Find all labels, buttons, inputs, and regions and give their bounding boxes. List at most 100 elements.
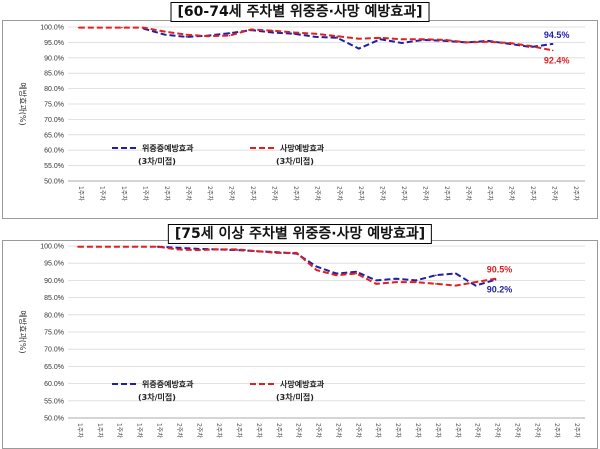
x-tick-label: 2주차 — [400, 186, 408, 201]
x-tick-label: 2주차 — [354, 423, 362, 438]
x-tick-label: 2주차 — [494, 423, 502, 438]
data-point — [551, 49, 554, 52]
x-tick-label: 2주차 — [533, 423, 541, 438]
y-tick-label: 80.0% — [44, 86, 64, 93]
data-point — [422, 38, 425, 41]
data-point — [375, 279, 378, 282]
data-point — [315, 265, 318, 268]
legend-sublabel: (3차/미접) — [138, 392, 176, 402]
data-point — [295, 252, 298, 254]
x-tick-label: 2주차 — [228, 186, 236, 201]
data-point — [116, 245, 119, 248]
data-point — [216, 248, 218, 251]
data-point — [142, 26, 145, 29]
data-point — [395, 281, 397, 283]
legend-label: 사망예방효과 — [280, 379, 325, 389]
x-tick-label: 2주차 — [486, 186, 494, 201]
y-tick-label: 55.0% — [44, 398, 64, 405]
x-tick-label: 1주차 — [136, 423, 144, 438]
x-tick-label: 2주차 — [553, 423, 561, 438]
data-point — [164, 33, 166, 36]
data-label: 90.5% — [487, 265, 513, 275]
data-point — [164, 30, 166, 33]
data-point — [335, 272, 338, 275]
x-tick-label: 1주차 — [155, 423, 163, 438]
data-point — [176, 246, 179, 249]
x-tick-label: 1주차 — [141, 186, 149, 201]
data-point — [336, 36, 339, 39]
data-point — [465, 41, 468, 44]
y-tick-label: 80.0% — [44, 312, 64, 319]
x-tick-label: 2주차 — [184, 186, 192, 201]
x-tick-label: 1주차 — [116, 423, 124, 438]
data-point — [228, 32, 231, 34]
chart-title: [60-74세 주차별 위중증·사망 예방효과] — [170, 2, 430, 22]
legend-sublabel: (3차/미접) — [138, 156, 176, 166]
data-point — [530, 45, 532, 47]
chart-panel-75-plus: [75세 이상 주차별 위중증·사망 예방효과] 50.0% 55.0% 60.0%… — [0, 222, 600, 449]
data-label: 94.5% — [544, 30, 570, 40]
y-tick-label: 90.0% — [44, 55, 64, 62]
data-point — [355, 272, 358, 275]
y-tick-label: 90.0% — [44, 278, 64, 285]
data-label: 90.2% — [487, 285, 513, 295]
data-point — [454, 272, 457, 275]
data-point — [176, 248, 179, 251]
data-point — [207, 35, 209, 38]
data-point — [136, 245, 139, 248]
data-point — [236, 248, 238, 251]
x-tick-label: 2주차 — [315, 423, 323, 438]
data-point — [99, 26, 102, 29]
x-tick-label: 2주차 — [235, 423, 243, 438]
data-point — [435, 283, 437, 285]
data-point — [314, 36, 317, 38]
x-tick-label: 2주차 — [454, 423, 462, 438]
y-tick-label: 60.0% — [44, 381, 64, 388]
data-point — [271, 31, 274, 34]
y-tick-label: 85.0% — [44, 71, 64, 78]
y-tick-label: 70.0% — [44, 117, 64, 124]
data-point — [379, 38, 382, 41]
data-point — [551, 43, 554, 45]
x-tick-label: 2주차 — [465, 186, 473, 201]
legend-label: 사망예방효과 — [280, 143, 325, 153]
data-point — [474, 284, 477, 287]
data-point — [444, 39, 446, 41]
x-tick-label: 2주차 — [414, 423, 422, 438]
chart-title: [75세 이상 주차별 위중증·사망 예방효과] — [167, 224, 433, 244]
data-point — [97, 245, 99, 248]
data-point — [336, 35, 339, 38]
data-point — [156, 245, 159, 248]
y-tick-label: 50.0% — [44, 416, 64, 423]
data-point — [250, 28, 252, 31]
data-point — [355, 271, 358, 273]
series-line-severe — [157, 245, 496, 287]
x-tick-label: 2주차 — [374, 423, 382, 438]
y-tick-label: 85.0% — [44, 295, 64, 302]
x-tick-label: 2주차 — [378, 186, 386, 201]
data-point — [474, 281, 477, 283]
x-tick-label: 1주차 — [96, 423, 104, 438]
x-tick-label: 2주차 — [271, 186, 279, 201]
x-tick-label: 2주차 — [163, 186, 171, 201]
chart-panel-60-74: [60-74세 주차별 위중증·사망 예방효과] 50.0% 55.0% 60.0%… — [0, 0, 600, 219]
x-tick-label: 2주차 — [215, 423, 223, 438]
x-tick-label: 2주차 — [551, 186, 559, 201]
y-tick-label: 65.0% — [44, 132, 64, 139]
y-tick-label: 60.0% — [44, 148, 64, 155]
y-tick-label: 100.0% — [40, 244, 64, 251]
series-line-death — [77, 245, 496, 287]
y-tick-label: 100.0% — [40, 25, 64, 32]
data-point — [401, 38, 403, 41]
y-tick-label: 55.0% — [44, 163, 64, 170]
series-line-death — [78, 26, 553, 52]
data-point — [228, 34, 231, 37]
data-point — [375, 283, 378, 285]
x-tick-label: 2주차 — [175, 423, 183, 438]
x-tick-label: 2주차 — [335, 186, 343, 201]
x-tick-label: 2주차 — [529, 186, 537, 201]
data-point — [185, 36, 188, 38]
legend-label: 위중증예방효과 — [142, 379, 194, 389]
x-tick-label: 2주차 — [275, 423, 283, 438]
data-point — [494, 277, 497, 280]
